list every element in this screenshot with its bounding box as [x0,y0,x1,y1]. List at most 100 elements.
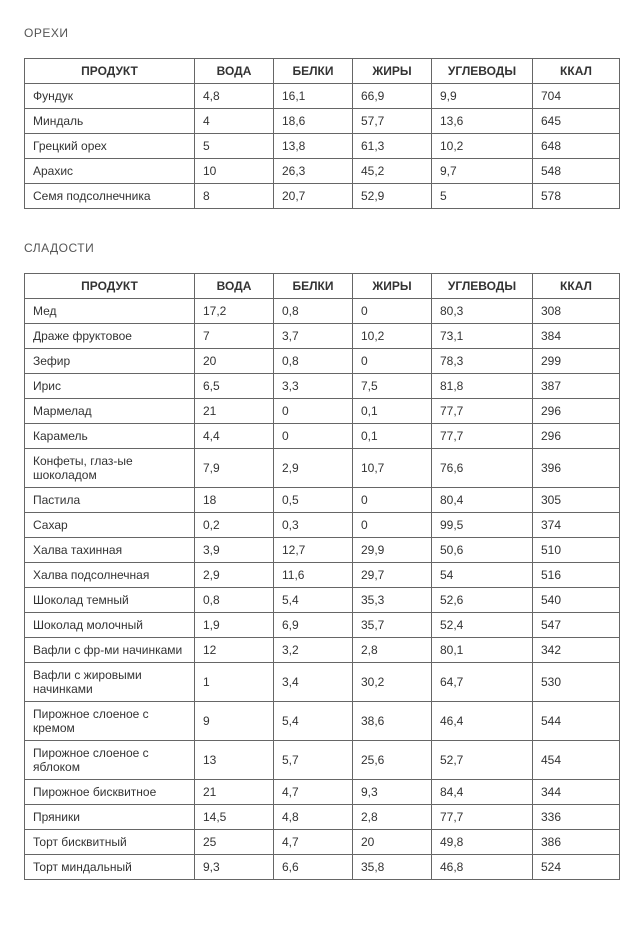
table-row: Вафли с жировыми начинками13,430,264,753… [25,663,620,702]
cell-value: 76,6 [432,449,533,488]
col-kcal: ККАЛ [533,274,620,299]
cell-value: 3,4 [274,663,353,702]
cell-value: 704 [533,84,620,109]
cell-value: 26,3 [274,159,353,184]
table-header-row: ПРОДУКТ ВОДА БЕЛКИ ЖИРЫ УГЛЕВОДЫ ККАЛ [25,274,620,299]
cell-value: 516 [533,563,620,588]
table-row: Халва тахинная3,912,729,950,6510 [25,538,620,563]
cell-value: 9 [195,702,274,741]
table-body-nuts: Фундук4,816,166,99,9704Миндаль418,657,71… [25,84,620,209]
cell-product: Торт миндальный [25,855,195,880]
cell-value: 12,7 [274,538,353,563]
table-row: Мармелад2100,177,7296 [25,399,620,424]
cell-value: 10,2 [432,134,533,159]
cell-value: 16,1 [274,84,353,109]
cell-product: Шоколад молочный [25,613,195,638]
table-row: Ирис6,53,37,581,8387 [25,374,620,399]
cell-value: 64,7 [432,663,533,702]
cell-value: 0 [353,299,432,324]
cell-value: 578 [533,184,620,209]
cell-value: 45,2 [353,159,432,184]
table-body-sweets: Мед17,20,8080,3308Драже фруктовое73,710,… [25,299,620,880]
section-title-sweets: СЛАДОСТИ [24,241,620,255]
cell-value: 344 [533,780,620,805]
cell-value: 50,6 [432,538,533,563]
cell-value: 49,8 [432,830,533,855]
cell-value: 77,7 [432,399,533,424]
cell-value: 0,8 [195,588,274,613]
cell-value: 12 [195,638,274,663]
cell-value: 4,7 [274,780,353,805]
cell-value: 2,8 [353,638,432,663]
cell-product: Грецкий орех [25,134,195,159]
cell-value: 454 [533,741,620,780]
cell-value: 4 [195,109,274,134]
cell-value: 0,1 [353,399,432,424]
cell-value: 52,4 [432,613,533,638]
cell-value: 1 [195,663,274,702]
table-row: Грецкий орех513,861,310,2648 [25,134,620,159]
cell-value: 6,9 [274,613,353,638]
cell-product: Пирожное слоеное с кремом [25,702,195,741]
cell-value: 0,8 [274,349,353,374]
cell-value: 0,3 [274,513,353,538]
cell-value: 18,6 [274,109,353,134]
cell-value: 35,7 [353,613,432,638]
cell-value: 38,6 [353,702,432,741]
cell-value: 530 [533,663,620,702]
cell-value: 99,5 [432,513,533,538]
cell-value: 296 [533,399,620,424]
table-row: Пирожное слоеное с яблоком135,725,652,74… [25,741,620,780]
cell-value: 342 [533,638,620,663]
cell-value: 2,8 [353,805,432,830]
table-row: Семя подсолнечника820,752,95578 [25,184,620,209]
cell-value: 80,4 [432,488,533,513]
cell-product: Пряники [25,805,195,830]
cell-value: 52,6 [432,588,533,613]
cell-value: 21 [195,780,274,805]
cell-value: 25 [195,830,274,855]
section-nuts: ОРЕХИ ПРОДУКТ ВОДА БЕЛКИ ЖИРЫ УГЛЕВОДЫ К… [24,26,620,209]
cell-value: 57,7 [353,109,432,134]
col-fat: ЖИРЫ [353,274,432,299]
cell-value: 77,7 [432,805,533,830]
cell-value: 544 [533,702,620,741]
cell-value: 29,7 [353,563,432,588]
cell-product: Халва подсолнечная [25,563,195,588]
col-protein: БЕЛКИ [274,59,353,84]
cell-product: Сахар [25,513,195,538]
cell-value: 35,8 [353,855,432,880]
table-row: Зефир200,8078,3299 [25,349,620,374]
table-row: Сахар0,20,3099,5374 [25,513,620,538]
table-row: Фундук4,816,166,99,9704 [25,84,620,109]
cell-product: Семя подсолнечника [25,184,195,209]
cell-value: 20 [353,830,432,855]
cell-value: 5,4 [274,588,353,613]
table-row: Миндаль418,657,713,6645 [25,109,620,134]
table-row: Торт бисквитный254,72049,8386 [25,830,620,855]
cell-product: Ирис [25,374,195,399]
cell-value: 7,5 [353,374,432,399]
table-sweets: ПРОДУКТ ВОДА БЕЛКИ ЖИРЫ УГЛЕВОДЫ ККАЛ Ме… [24,273,620,880]
table-row: Пряники14,54,82,877,7336 [25,805,620,830]
cell-value: 52,7 [432,741,533,780]
cell-value: 336 [533,805,620,830]
cell-product: Пирожное бисквитное [25,780,195,805]
col-kcal: ККАЛ [533,59,620,84]
cell-value: 84,4 [432,780,533,805]
cell-value: 54 [432,563,533,588]
table-row: Пирожное слоеное с кремом95,438,646,4544 [25,702,620,741]
cell-value: 9,3 [353,780,432,805]
cell-value: 3,2 [274,638,353,663]
cell-value: 80,1 [432,638,533,663]
table-row: Мед17,20,8080,3308 [25,299,620,324]
cell-value: 2,9 [274,449,353,488]
cell-value: 35,3 [353,588,432,613]
table-header-row: ПРОДУКТ ВОДА БЕЛКИ ЖИРЫ УГЛЕВОДЫ ККАЛ [25,59,620,84]
cell-value: 547 [533,613,620,638]
cell-product: Пирожное слоеное с яблоком [25,741,195,780]
cell-value: 11,6 [274,563,353,588]
cell-value: 645 [533,109,620,134]
cell-value: 13,8 [274,134,353,159]
cell-value: 10,7 [353,449,432,488]
